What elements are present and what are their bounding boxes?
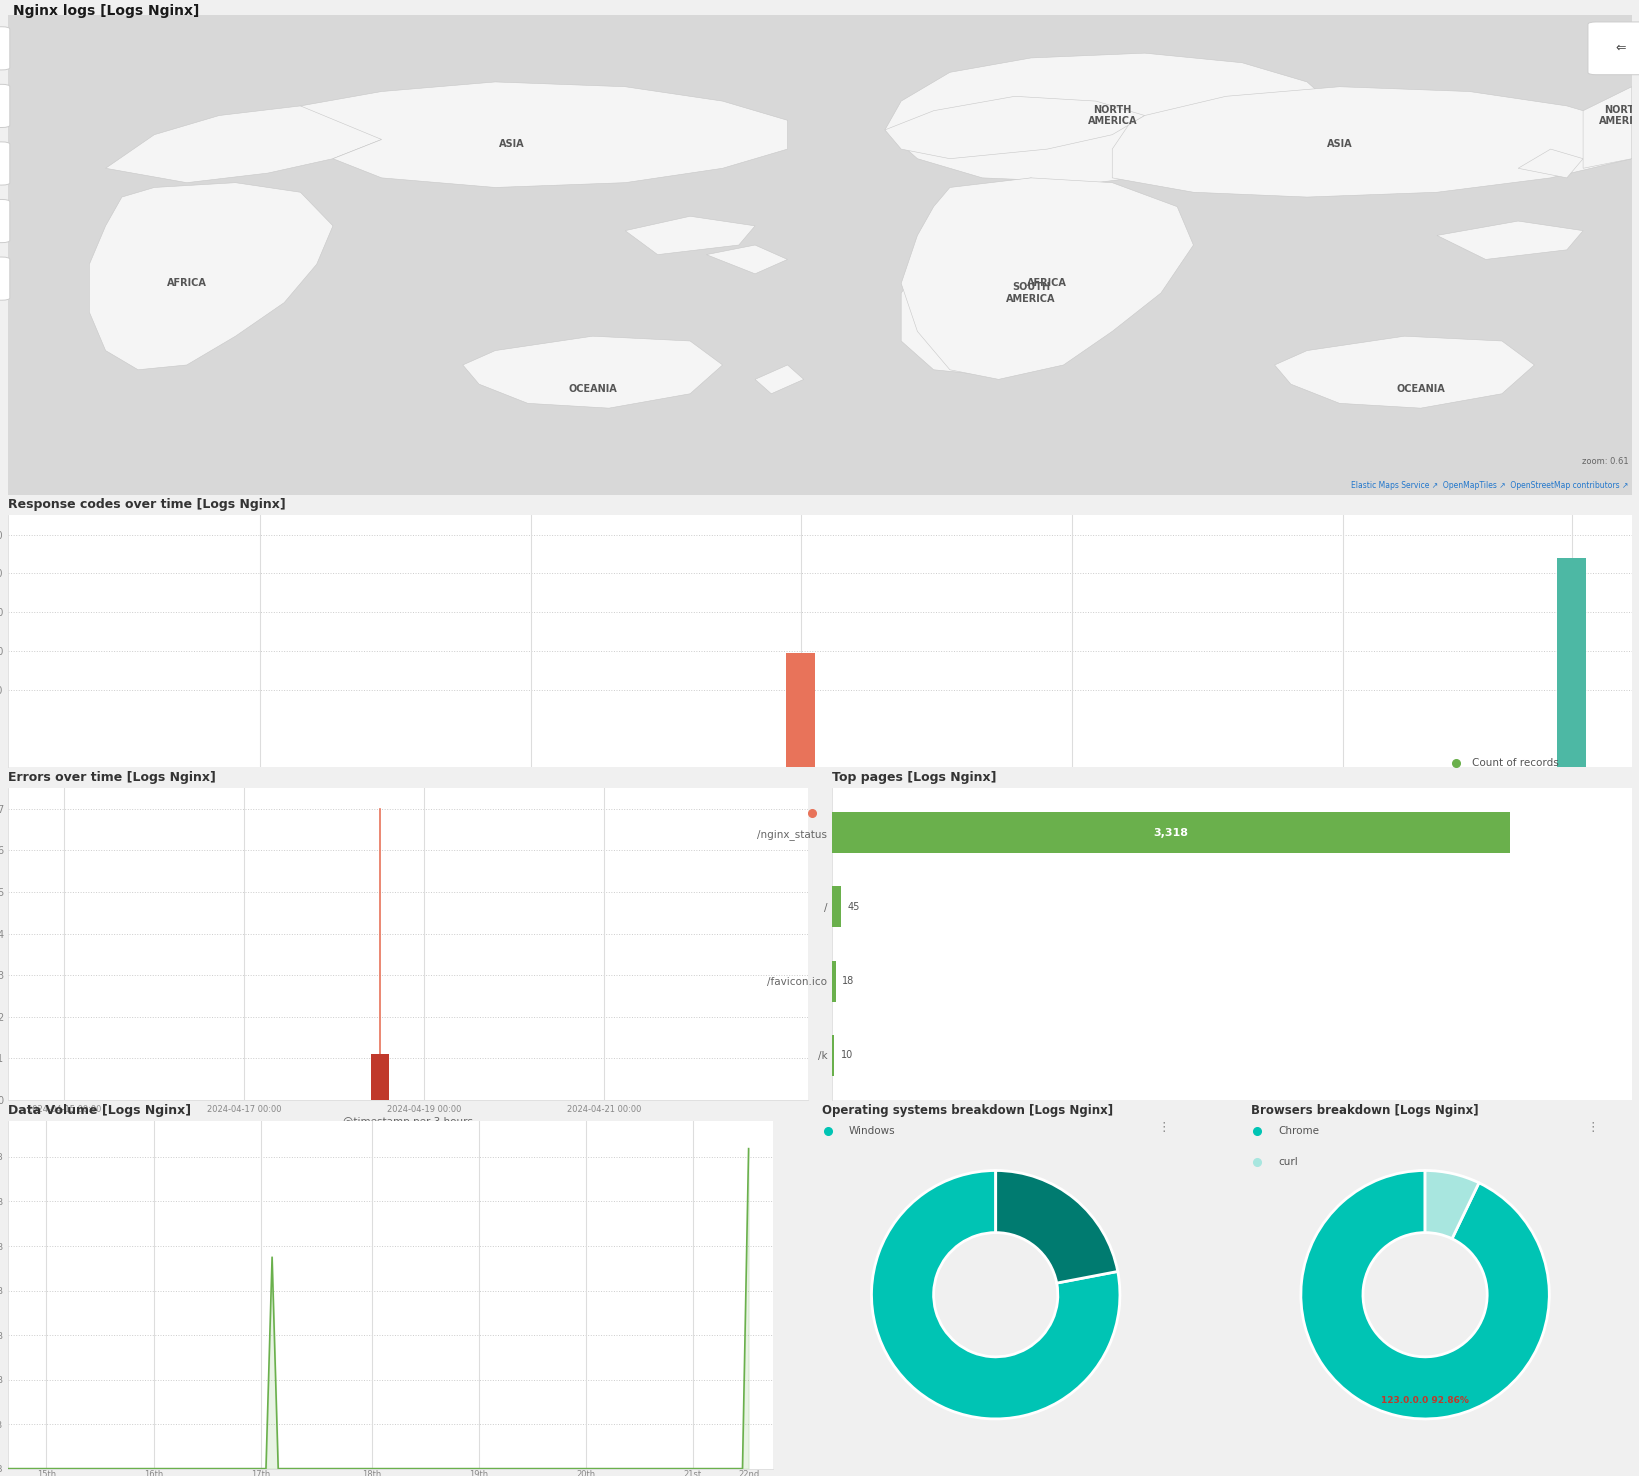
FancyBboxPatch shape	[0, 142, 10, 184]
Text: Elastic Maps Service ↗  OpenMapTiles ↗  OpenStreetMap contributors ↗: Elastic Maps Service ↗ OpenMapTiles ↗ Op…	[1351, 481, 1628, 490]
Text: Nginx logs [Logs Nginx]: Nginx logs [Logs Nginx]	[13, 4, 200, 18]
Text: Response codes over time [Logs Nginx]: Response codes over time [Logs Nginx]	[8, 499, 285, 511]
Text: NORTH
AMERICA: NORTH AMERICA	[1598, 105, 1639, 127]
Polygon shape	[90, 183, 333, 370]
Text: error: error	[192, 1163, 218, 1173]
FancyBboxPatch shape	[0, 27, 10, 69]
Text: 1,080: 1,080	[228, 807, 257, 818]
Bar	[785, 652, 815, 768]
Text: 18: 18	[842, 976, 854, 986]
Polygon shape	[105, 106, 382, 183]
Text: AFRICA: AFRICA	[1026, 279, 1067, 288]
Bar	[1555, 558, 1585, 768]
Polygon shape	[1518, 149, 1582, 179]
Text: curl: curl	[1278, 1157, 1298, 1168]
Text: notice: notice	[33, 1163, 64, 1173]
Polygon shape	[1436, 221, 1582, 260]
Text: ASIA: ASIA	[498, 139, 524, 149]
Polygon shape	[901, 202, 1160, 375]
FancyBboxPatch shape	[0, 199, 10, 242]
Text: 123.0.0.0 92.86%: 123.0.0.0 92.86%	[1380, 1396, 1469, 1405]
Text: 300s: 300s	[387, 807, 411, 818]
Text: Data Volume [Logs Nginx]: Data Volume [Logs Nginx]	[8, 1104, 192, 1117]
Polygon shape	[982, 179, 1064, 207]
Wedge shape	[995, 1170, 1118, 1283]
Text: ⋮: ⋮	[1585, 1120, 1598, 1134]
Text: SOUTH
AMERICA: SOUTH AMERICA	[1006, 282, 1056, 304]
Text: zoom: 0.61: zoom: 0.61	[1582, 456, 1628, 466]
Polygon shape	[901, 179, 1193, 379]
Polygon shape	[1111, 87, 1631, 198]
Polygon shape	[1274, 337, 1534, 409]
Text: Browsers breakdown [Logs Nginx]: Browsers breakdown [Logs Nginx]	[1251, 1104, 1478, 1117]
Text: Errors over time [Logs Nginx]: Errors over time [Logs Nginx]	[8, 770, 216, 784]
Text: NORTH
AMERICA: NORTH AMERICA	[1087, 105, 1136, 127]
Text: 10: 10	[841, 1051, 852, 1060]
FancyBboxPatch shape	[1587, 22, 1639, 75]
Text: AFRICA: AFRICA	[167, 279, 207, 288]
Text: OCEANIA: OCEANIA	[569, 384, 616, 394]
Polygon shape	[754, 365, 803, 394]
Polygon shape	[300, 83, 787, 187]
Wedge shape	[870, 1170, 1119, 1418]
Text: OCEANIA: OCEANIA	[1395, 384, 1444, 394]
Text: 3,318: 3,318	[1152, 828, 1188, 838]
Text: ⇐: ⇐	[1614, 41, 1624, 55]
Text: 200s: 200s	[54, 807, 79, 818]
X-axis label: @timestamp per 3 hours: @timestamp per 3 hours	[343, 1116, 472, 1126]
Text: ⋮: ⋮	[1157, 1120, 1169, 1134]
Wedge shape	[1300, 1170, 1549, 1418]
Text: Top pages [Logs Nginx]: Top pages [Logs Nginx]	[831, 770, 997, 784]
Polygon shape	[462, 337, 723, 409]
Polygon shape	[1582, 87, 1631, 168]
Polygon shape	[624, 217, 754, 255]
Bar	[831, 961, 836, 1002]
Text: ASIA: ASIA	[1326, 139, 1352, 149]
Text: Count of records: Count of records	[1470, 759, 1557, 768]
Polygon shape	[885, 53, 1339, 183]
Text: Windows: Windows	[849, 1126, 895, 1135]
Bar	[831, 887, 841, 927]
Bar	[831, 812, 1510, 853]
Polygon shape	[885, 96, 1144, 159]
Text: 400s: 400s	[613, 807, 639, 818]
Wedge shape	[1424, 1170, 1478, 1238]
Text: Chrome: Chrome	[1278, 1126, 1319, 1135]
FancyBboxPatch shape	[0, 257, 10, 300]
Text: 500s: 500s	[841, 807, 865, 818]
FancyBboxPatch shape	[0, 84, 10, 127]
Polygon shape	[706, 245, 787, 275]
Text: 45: 45	[847, 902, 860, 912]
Text: Operating systems breakdown [Logs Nginx]: Operating systems breakdown [Logs Nginx]	[821, 1104, 1113, 1117]
Bar	[831, 1035, 834, 1076]
Bar	[370, 1054, 388, 1100]
